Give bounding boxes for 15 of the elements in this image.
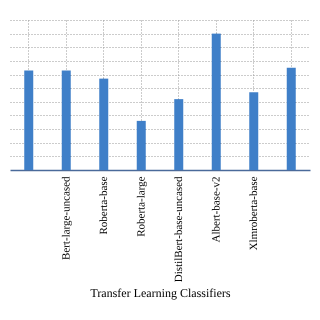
- bar: [24, 70, 34, 170]
- x-tick-label: Bert-large-uncased: [60, 176, 72, 260]
- bar: [249, 92, 258, 170]
- bar: [286, 68, 296, 170]
- x-tick-label: Xlmroberta-base: [248, 176, 260, 250]
- x-tick-label: Albert-base-v2: [210, 176, 222, 242]
- bar: [212, 34, 221, 170]
- x-tick-label: DistilBert-base-uncased: [172, 176, 185, 282]
- x-axis-title: Transfer Learning Classifiers: [90, 286, 231, 300]
- bar: [174, 99, 184, 170]
- bar: [136, 120, 146, 170]
- bar: [99, 78, 108, 170]
- x-tick-label: Roberta-large: [135, 176, 148, 237]
- x-tick-label: Roberta-base: [98, 176, 110, 235]
- bar: [62, 70, 71, 170]
